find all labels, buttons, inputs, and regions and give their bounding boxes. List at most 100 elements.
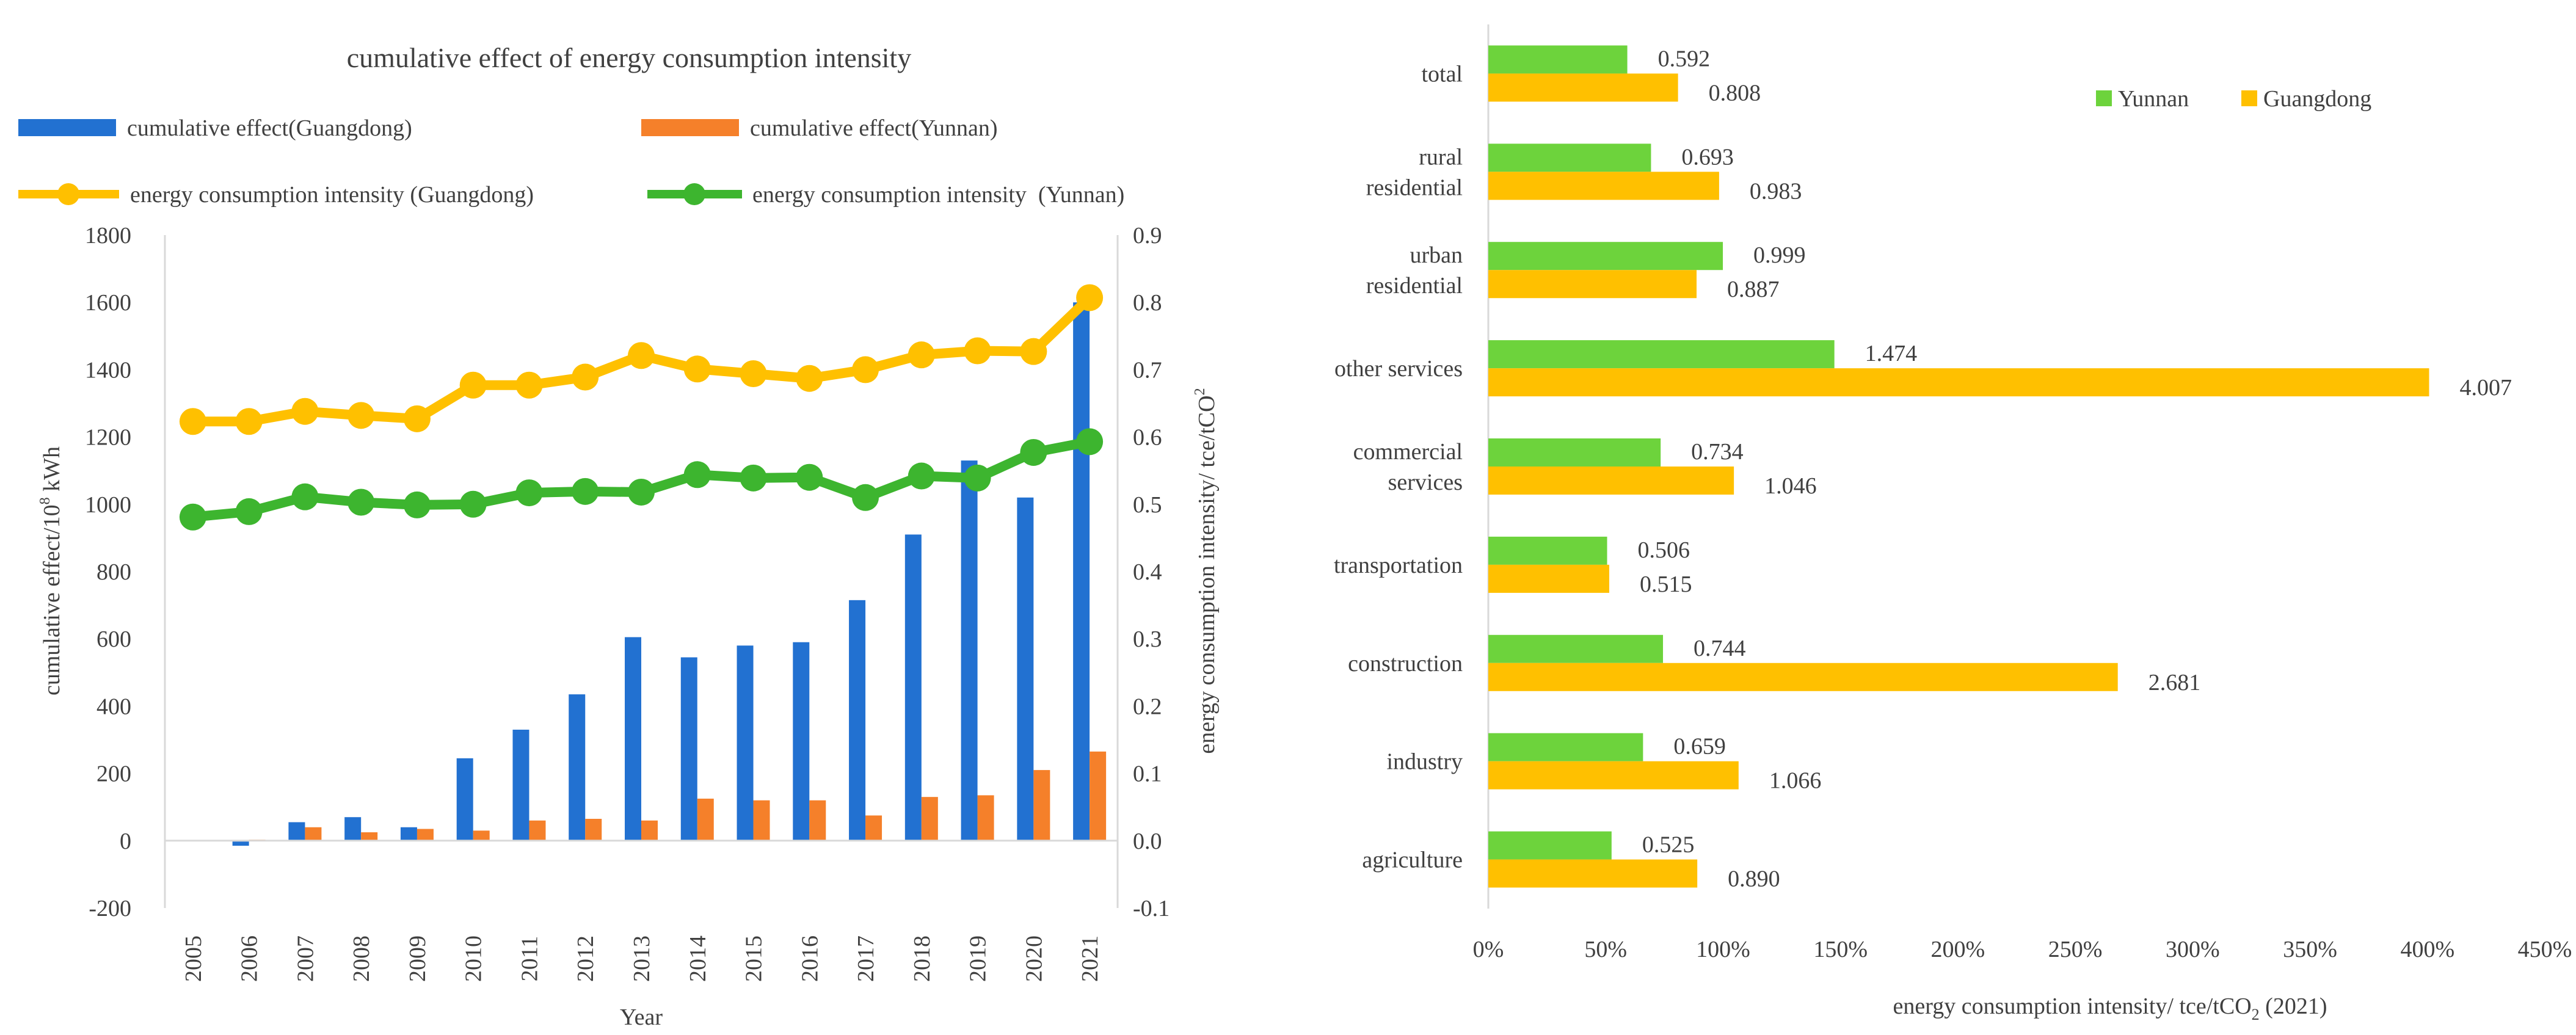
left-y-tick-label: 400 xyxy=(96,694,131,719)
left-y-tick-label: 1600 xyxy=(85,290,131,316)
left-legend: cumulative effect(Guangdong) cumulative … xyxy=(18,115,1124,208)
bar-guangdong-transportation xyxy=(1488,564,1609,593)
bar-guangdong-2009 xyxy=(400,827,417,841)
marker-guangdong-2010 xyxy=(459,371,487,399)
marker-guangdong-2009 xyxy=(403,405,431,432)
marker-guangdong-2011 xyxy=(515,371,543,399)
right-y-axis-title-main: energy consumption intensity/ tce/tCO xyxy=(1194,395,1220,754)
right-y-tick-label: 0.0 xyxy=(1133,829,1162,854)
bar-yunnan-industry xyxy=(1488,733,1643,761)
bar-guangdong-2011 xyxy=(512,729,529,841)
legend-label-guangdong-line: energy consumption intensity (Guangdong) xyxy=(130,182,534,208)
category-label: services xyxy=(1388,470,1463,495)
x-tick-year: 2016 xyxy=(797,935,823,982)
left-bars xyxy=(232,302,1107,846)
left-y-tick-label: 200 xyxy=(96,761,131,787)
marker-guangdong-2016 xyxy=(796,365,823,392)
x-tick-year: 2006 xyxy=(237,935,263,982)
marker-guangdong-2006 xyxy=(235,408,263,435)
marker-yunnan-2017 xyxy=(852,484,879,511)
left-y-tick-label: 0 xyxy=(120,829,131,854)
right-y-tick-label: 0.6 xyxy=(1133,425,1162,451)
right-y-tick-label: 0.4 xyxy=(1133,559,1162,585)
category-label: residential xyxy=(1366,273,1463,299)
data-label-guangdong: 0.983 xyxy=(1750,178,1802,204)
left-y-axis-title: cumulative effect/108 kWh xyxy=(37,446,65,695)
category-label: construction xyxy=(1348,651,1463,677)
data-label-guangdong: 4.007 xyxy=(2459,375,2511,401)
bar-guangdong-construction xyxy=(1488,663,2118,691)
left-x-axis-title: Year xyxy=(620,1004,663,1030)
right-category-labels: total rural residential urban residential oth… xyxy=(1334,61,1463,873)
bar-guangdong-urban-residential xyxy=(1488,270,1697,299)
marker-yunnan-2010 xyxy=(459,490,487,518)
bar-guangdong-2006 xyxy=(232,840,249,846)
right-y-ticks: -0.1 0.0 0.1 0.2 0.3 0.4 0.5 0.6 0.7 0.8 0.9 xyxy=(1133,223,1170,921)
data-label-yunnan: 0.999 xyxy=(1753,242,1806,268)
bar-guangdong-2013 xyxy=(625,637,641,841)
right-y-axis-title-sup: 2 xyxy=(1192,388,1208,395)
marker-guangdong-2019 xyxy=(964,337,991,365)
marker-yunnan-2007 xyxy=(291,483,319,510)
bar-yunnan-2014 xyxy=(697,798,714,841)
bar-guangdong-2012 xyxy=(569,694,586,841)
right-x-axis-title-tail: (2021) xyxy=(2260,993,2327,1019)
bar-yunnan-2021 xyxy=(1090,751,1107,841)
data-label-yunnan: 0.659 xyxy=(1673,734,1726,760)
bar-yunnan-2016 xyxy=(809,800,826,841)
data-label-guangdong: 0.515 xyxy=(1640,572,1692,597)
marker-yunnan-2013 xyxy=(628,478,655,506)
bar-yunnan-2011 xyxy=(529,820,546,841)
left-x-ticks: 2005 2006 2007 2008 2009 2010 2011 2012 2013 2014… xyxy=(181,935,1103,982)
right-y-tick-label: 0.3 xyxy=(1133,626,1162,652)
bar-yunnan-construction xyxy=(1488,634,1664,663)
bar-guangdong-other services xyxy=(1488,368,2429,397)
data-label-yunnan: 1.474 xyxy=(1865,341,1918,366)
bar-guangdong-2019 xyxy=(961,460,978,841)
category-label: residential xyxy=(1366,175,1463,200)
data-label-yunnan: 0.734 xyxy=(1691,439,1744,465)
data-label-guangdong: 1.066 xyxy=(1769,768,1822,794)
left-y-tick-label: 800 xyxy=(96,559,131,585)
right-x-tick-label: 200% xyxy=(1931,937,1985,962)
right-x-ticks: 0% 50% 100% 150% 200% 250% 300% 350% 400% 450% xyxy=(1473,937,2572,962)
x-tick-year: 2005 xyxy=(181,935,206,982)
left-y-axis-title-tail: kWh xyxy=(39,446,65,497)
marker-guangdong-2021 xyxy=(1076,284,1104,311)
bar-guangdong-commercial-services xyxy=(1488,467,1734,495)
marker-yunnan-2021 xyxy=(1076,428,1104,456)
bar-guangdong-2008 xyxy=(344,817,362,841)
category-label: urban xyxy=(1410,242,1463,268)
x-tick-year: 2012 xyxy=(573,935,599,982)
marker-yunnan-2020 xyxy=(1020,438,1047,466)
bar-guangdong-agriculture xyxy=(1488,859,1698,888)
bar-guangdong-2014 xyxy=(680,657,697,841)
right-x-tick-label: 0% xyxy=(1473,937,1504,962)
right-legend: Yunnan Guangdong xyxy=(2096,86,2371,112)
bar-yunnan-urban-residential xyxy=(1488,242,1723,271)
bar-yunnan-2015 xyxy=(753,800,770,841)
bar-yunnan-2012 xyxy=(585,818,602,841)
right-x-tick-label: 150% xyxy=(1813,937,1868,962)
x-tick-year: 2009 xyxy=(405,935,431,982)
x-tick-year: 2014 xyxy=(685,935,711,982)
category-label: agriculture xyxy=(1362,848,1463,873)
right-x-axis-title-sub: 2 xyxy=(2252,1006,2260,1023)
x-tick-year: 2018 xyxy=(909,935,935,982)
bar-yunnan-rural-residential xyxy=(1488,143,1651,172)
right-x-tick-label: 350% xyxy=(2283,937,2337,962)
marker-yunnan-2016 xyxy=(796,463,823,491)
marker-yunnan-2012 xyxy=(572,478,599,505)
right-x-tick-label: 300% xyxy=(2166,937,2220,962)
category-label: industry xyxy=(1386,749,1463,775)
x-tick-year: 2011 xyxy=(517,936,542,982)
right-x-tick-label: 50% xyxy=(1584,937,1627,962)
data-label-yunnan: 0.693 xyxy=(1681,144,1734,170)
marker-guangdong-2015 xyxy=(740,360,767,388)
left-y-tick-label: 1000 xyxy=(85,492,131,518)
bar-yunnan-2019 xyxy=(977,795,994,841)
data-label-yunnan: 0.525 xyxy=(1642,832,1695,858)
left-chart: cumulative effect of energy consumption … xyxy=(18,42,1220,1030)
category-label: rural xyxy=(1419,144,1463,170)
bar-guangdong-2021 xyxy=(1073,302,1090,841)
